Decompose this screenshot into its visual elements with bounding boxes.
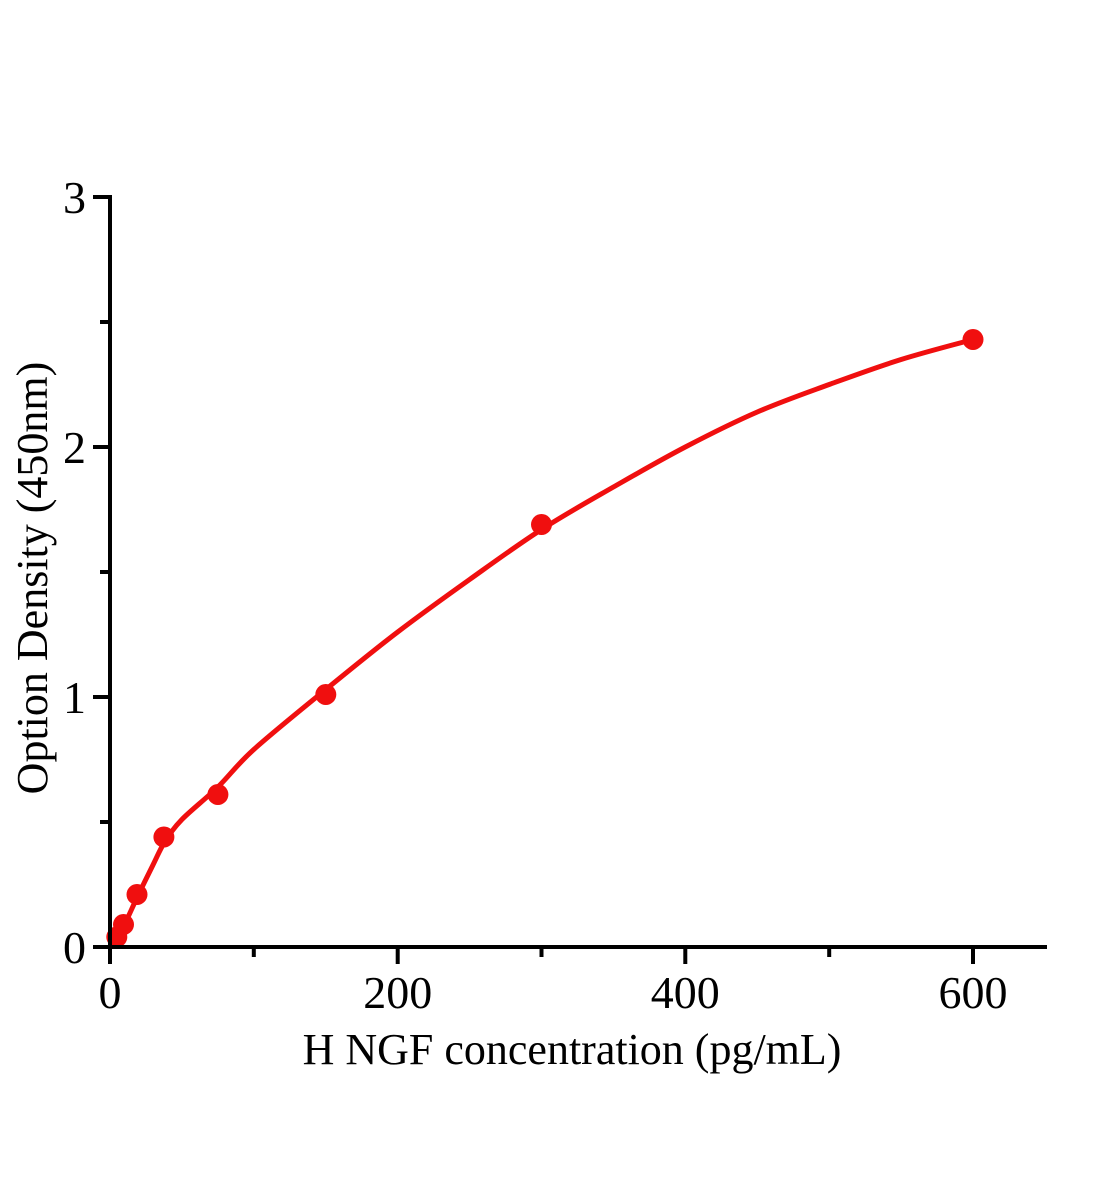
y-tick-label: 2 <box>63 422 86 473</box>
y-axis-title: Option Density (450nm) <box>8 361 57 795</box>
data-point <box>315 684 337 705</box>
y-tick-label: 3 <box>63 172 86 223</box>
data-point <box>126 884 148 905</box>
y-tick-label: 1 <box>63 672 86 723</box>
data-point <box>962 329 984 350</box>
data-point <box>207 784 229 805</box>
y-tick-label: 0 <box>63 922 86 973</box>
data-point <box>531 514 552 535</box>
x-axis-title: H NGF concentration (pg/mL) <box>302 1025 842 1074</box>
x-tick-label: 0 <box>99 967 122 1018</box>
data-point <box>113 914 134 935</box>
x-tick-label: 400 <box>651 967 720 1018</box>
data-point <box>153 826 175 848</box>
x-tick-label: 600 <box>939 967 1008 1018</box>
x-tick-label: 200 <box>363 967 432 1018</box>
fit-curve <box>107 337 974 949</box>
